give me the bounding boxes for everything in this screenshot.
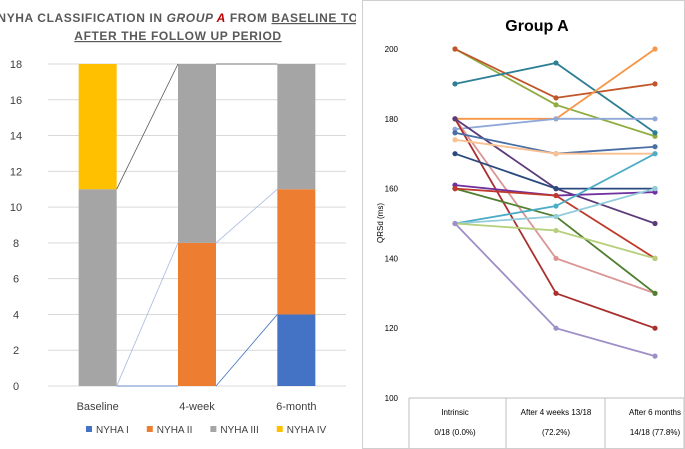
bar-y-tick-label: 6 (13, 274, 19, 286)
bar-chart-title-part: AFTER THE FOLLOW UP PERIOD (74, 29, 281, 43)
line-y-tick-label: 160 (385, 185, 399, 194)
line-point (452, 220, 458, 227)
line-x-label-line2: (72.2%) (542, 428, 570, 437)
bar-chart-title-part: BASELINE TO (272, 11, 356, 25)
line-point (553, 151, 559, 157)
bar-segment-nyha-iii (277, 64, 316, 190)
line-point (652, 81, 658, 87)
legend-swatch-nyha-iv (276, 426, 283, 432)
line-y-tick-label: 140 (385, 254, 399, 263)
bar-series-line (116, 242, 179, 387)
line-point (553, 227, 559, 234)
line-point (553, 186, 559, 192)
line-point (652, 290, 658, 296)
line-point (553, 95, 559, 101)
legend-swatch-nyha-i (86, 426, 92, 432)
bar-x-category-label: 6-month (276, 401, 316, 413)
bar-y-tick-label: 12 (10, 166, 22, 178)
qrsd-line-chart-panel: Group A 100 120 140 160 180 200 QRSd (ms) Intrin… (362, 0, 685, 449)
line-point (652, 151, 658, 157)
bar-series-line (116, 63, 179, 190)
qrsd-line-chart: Group A 100 120 140 160 180 200 QRSd (ms) Intrin… (376, 18, 684, 448)
bar-series-line (215, 188, 278, 244)
line-y-tick-label: 200 (385, 45, 399, 54)
bar-x-category-label: 4-week (179, 401, 215, 413)
bar-segment-nyha-ii (277, 189, 316, 315)
line-point (553, 325, 559, 331)
line-series (455, 48, 656, 120)
line-y-tick-label: 100 (385, 394, 399, 403)
line-y-tick-label: 180 (385, 115, 399, 124)
line-point (652, 353, 658, 359)
line-point (452, 186, 458, 192)
line-point (553, 203, 559, 209)
line-point (652, 255, 658, 261)
line-x-label-line2: 0/18 (0.0%) (434, 428, 476, 437)
bar-chart-title-part: FROM (226, 11, 272, 25)
legend-swatch-nyha-iii (210, 426, 217, 432)
bar-series-line (215, 314, 278, 387)
nyha-stacked-bar-chart-panel: NYHA CLASSIFICATION IN GROUP A FROM BASE… (0, 11, 356, 436)
line-x-label: After 4 weeks 13/18 (521, 408, 592, 417)
bar-segment-nyha-ii (178, 242, 216, 386)
line-point (553, 192, 559, 199)
line-point (452, 46, 458, 52)
line-point (452, 137, 458, 143)
line-point (652, 46, 658, 52)
line-x-label: Intrinsic (441, 408, 469, 417)
line-x-label: After 6 months (629, 408, 681, 417)
line-x-label-line2: 14/18 (77.8%) (630, 428, 681, 437)
line-point (452, 116, 458, 122)
line-point (452, 130, 458, 136)
line-point (553, 116, 559, 122)
line-chart-title: Group A (505, 18, 569, 35)
panel-divider (356, 0, 362, 449)
line-point (452, 81, 458, 87)
line-y-tick-label: 120 (385, 324, 399, 333)
bar-chart-title-part: GROUP (167, 11, 217, 25)
line-point (652, 130, 658, 136)
line-point (553, 213, 559, 220)
bar-segment-nyha-iii (178, 64, 216, 243)
bar-segment-nyha-iii (78, 189, 117, 386)
line-point (553, 60, 559, 66)
line-point (553, 102, 559, 108)
line-y-axis-label: QRSd (ms) (376, 203, 385, 243)
line-point (553, 290, 559, 296)
line-point (553, 255, 559, 261)
bar-y-tick-label: 4 (13, 309, 19, 321)
bar-y-tick-label: 16 (10, 95, 22, 107)
bar-y-tick-label: 18 (10, 59, 22, 71)
line-point (652, 144, 658, 150)
line-point (652, 325, 658, 331)
line-point (652, 186, 658, 192)
nyha-bar-chart: NYHA CLASSIFICATION IN GROUP A FROM BASE… (0, 11, 356, 436)
legend-label-nyha-iii: NYHA III (220, 425, 258, 436)
line-series (454, 187, 656, 260)
bar-chart-title-part: NYHA CLASSIFICATION IN (0, 11, 167, 25)
line-point (652, 116, 658, 122)
bar-y-tick-label: 8 (13, 238, 19, 250)
bar-chart-title-line2: AFTER THE FOLLOW UP PERIOD (74, 29, 281, 43)
bar-segment-nyha-i (277, 314, 316, 386)
bar-chart-title: NYHA CLASSIFICATION IN GROUP A FROM BASE… (0, 11, 356, 25)
bar-y-tick-label: 0 (13, 381, 19, 393)
line-point (452, 151, 458, 157)
line-series (454, 48, 656, 99)
bar-y-tick-label: 14 (10, 131, 22, 143)
line-point (652, 220, 658, 227)
bar-segment-nyha-iv (78, 64, 117, 190)
bar-chart-title-part: A (216, 11, 226, 25)
line-series (454, 118, 656, 330)
bar-y-tick-label: 2 (13, 345, 19, 357)
bar-y-tick-label: 10 (10, 202, 22, 214)
legend-swatch-nyha-ii (146, 426, 153, 432)
legend-label-nyha-ii: NYHA II (157, 425, 193, 436)
legend-label-nyha-i: NYHA I (96, 425, 129, 436)
bar-x-category-label: Baseline (77, 401, 119, 413)
legend-label-nyha-iv: NYHA IV (287, 425, 327, 436)
